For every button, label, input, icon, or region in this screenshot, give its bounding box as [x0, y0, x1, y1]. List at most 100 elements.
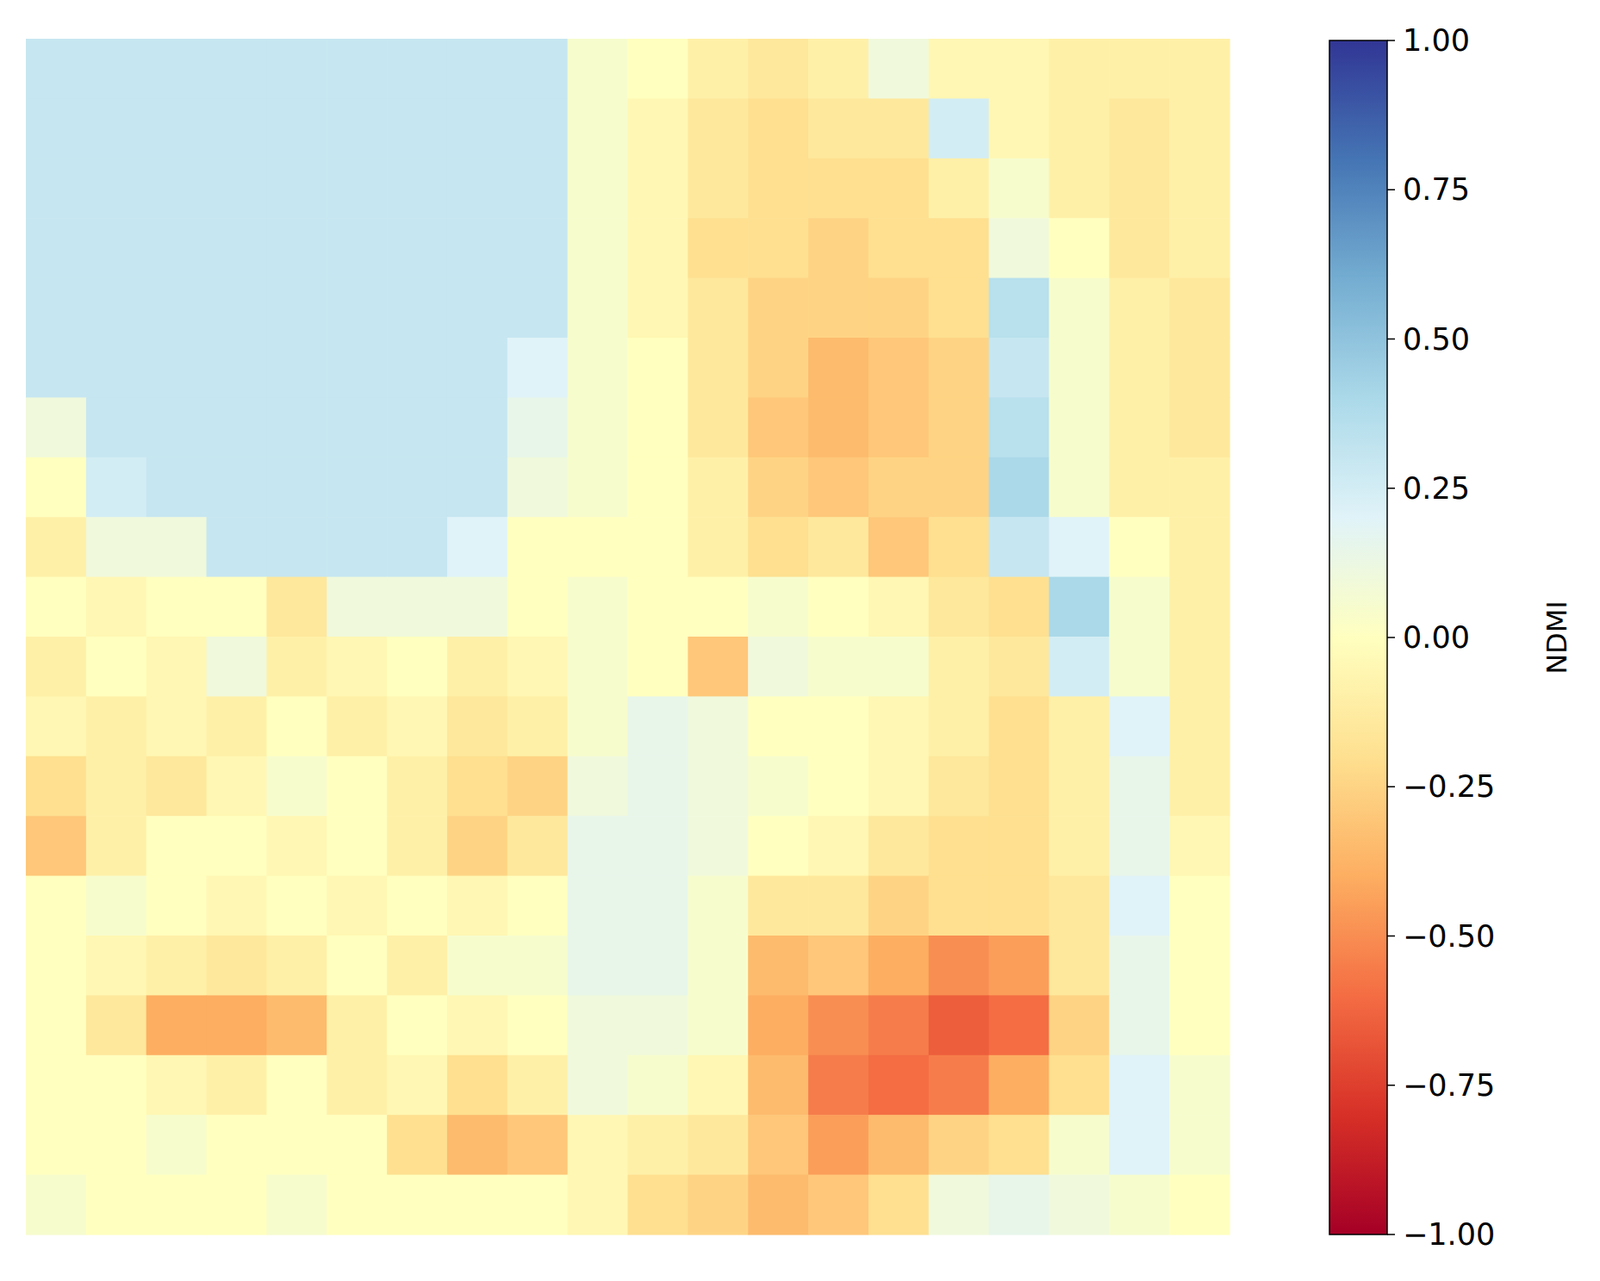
heatmap-cell — [326, 1055, 387, 1116]
heatmap-cell — [386, 636, 448, 698]
heatmap-cell — [928, 876, 990, 937]
heatmap-cell — [747, 38, 809, 100]
heatmap-cell — [868, 696, 929, 757]
heatmap-cell — [628, 1114, 689, 1176]
heatmap-cell — [808, 696, 869, 757]
heatmap-cell — [928, 815, 990, 877]
heatmap-cell — [206, 935, 268, 997]
heatmap-cell — [989, 38, 1050, 100]
heatmap-cell — [206, 516, 268, 578]
heatmap-cell — [25, 397, 87, 458]
heatmap-cell — [928, 38, 990, 100]
heatmap-cell — [507, 995, 568, 1056]
heatmap-cell — [1048, 636, 1109, 698]
heatmap-cell — [747, 636, 809, 698]
heatmap-cell — [326, 278, 387, 339]
heatmap-cell — [386, 1055, 448, 1116]
heatmap-cell — [808, 876, 869, 937]
heatmap-cell — [507, 217, 568, 279]
heatmap-cell — [1108, 756, 1170, 817]
heatmap-cell — [989, 1114, 1050, 1176]
heatmap-cell — [326, 337, 387, 399]
heatmap-cell — [507, 158, 568, 219]
heatmap-cell — [146, 38, 207, 100]
heatmap-cell — [1169, 1055, 1230, 1116]
heatmap-cell — [628, 397, 689, 458]
heatmap-cell — [25, 1055, 87, 1116]
heatmap-cell — [989, 516, 1050, 578]
colorbar-tick-label: −0.75 — [1402, 1068, 1495, 1103]
heatmap-cell — [989, 696, 1050, 757]
heatmap-cell — [687, 995, 748, 1056]
heatmap-cell — [868, 1114, 929, 1176]
heatmap-cell — [266, 577, 327, 638]
colorbar-tick — [1387, 786, 1395, 789]
heatmap-cell — [507, 98, 568, 159]
heatmap-cell — [447, 636, 508, 698]
heatmap-cell — [628, 457, 689, 518]
colorbar-tick — [1387, 1233, 1395, 1236]
heatmap-cell — [567, 337, 629, 399]
heatmap-cell — [1169, 876, 1230, 937]
heatmap-cell — [989, 217, 1050, 279]
heatmap-cell — [628, 636, 689, 698]
heatmap-cell — [808, 397, 869, 458]
heatmap-cell — [808, 1055, 869, 1116]
heatmap-cell — [989, 935, 1050, 997]
heatmap-cell — [808, 38, 869, 100]
heatmap-cell — [146, 577, 207, 638]
heatmap-cell — [386, 1175, 448, 1236]
heatmap-cell — [567, 636, 629, 698]
heatmap-cell — [146, 158, 207, 219]
heatmap-cell — [1048, 815, 1109, 877]
heatmap-cell — [868, 1175, 929, 1236]
heatmap-cell — [1169, 278, 1230, 339]
heatmap-cell — [567, 876, 629, 937]
heatmap-cell — [266, 1055, 327, 1116]
heatmap-cell — [868, 1055, 929, 1116]
heatmap-cell — [447, 876, 508, 937]
heatmap-cell — [146, 935, 207, 997]
heatmap-cell — [386, 1114, 448, 1176]
heatmap-cell — [687, 397, 748, 458]
colorbar — [1329, 40, 1388, 1235]
heatmap-cell — [266, 337, 327, 399]
heatmap-cell — [567, 1114, 629, 1176]
heatmap-cell — [386, 577, 448, 638]
colorbar-tick — [1387, 39, 1395, 42]
heatmap-cell — [25, 995, 87, 1056]
heatmap-cell — [206, 337, 268, 399]
heatmap-cell — [928, 397, 990, 458]
heatmap-cell — [687, 636, 748, 698]
heatmap-cell — [447, 815, 508, 877]
heatmap-cell — [146, 217, 207, 279]
heatmap-cell — [1108, 876, 1170, 937]
heatmap-cell — [326, 217, 387, 279]
heatmap-cell — [386, 38, 448, 100]
heatmap-cell — [928, 1055, 990, 1116]
heatmap-cell — [1169, 217, 1230, 279]
heatmap-cell — [567, 995, 629, 1056]
heatmap-cell — [507, 516, 568, 578]
heatmap-cell — [747, 217, 809, 279]
heatmap-cell — [86, 995, 147, 1056]
heatmap-cell — [747, 457, 809, 518]
heatmap-cell — [1169, 38, 1230, 100]
heatmap-cell — [266, 457, 327, 518]
heatmap-cell — [25, 516, 87, 578]
heatmap-cell — [386, 756, 448, 817]
heatmap-cell — [687, 815, 748, 877]
heatmap-cell — [386, 935, 448, 997]
heatmap-cell — [1048, 756, 1109, 817]
heatmap-cell — [868, 217, 929, 279]
heatmap-cell — [928, 696, 990, 757]
heatmap-cell — [86, 278, 147, 339]
heatmap-cell — [386, 516, 448, 578]
colorbar-tick-label: 0.75 — [1402, 172, 1470, 207]
heatmap-cell — [1048, 995, 1109, 1056]
heatmap-cell — [447, 217, 508, 279]
heatmap-cell — [86, 337, 147, 399]
heatmap-cell — [928, 457, 990, 518]
heatmap-cell — [747, 158, 809, 219]
heatmap-cell — [687, 158, 748, 219]
